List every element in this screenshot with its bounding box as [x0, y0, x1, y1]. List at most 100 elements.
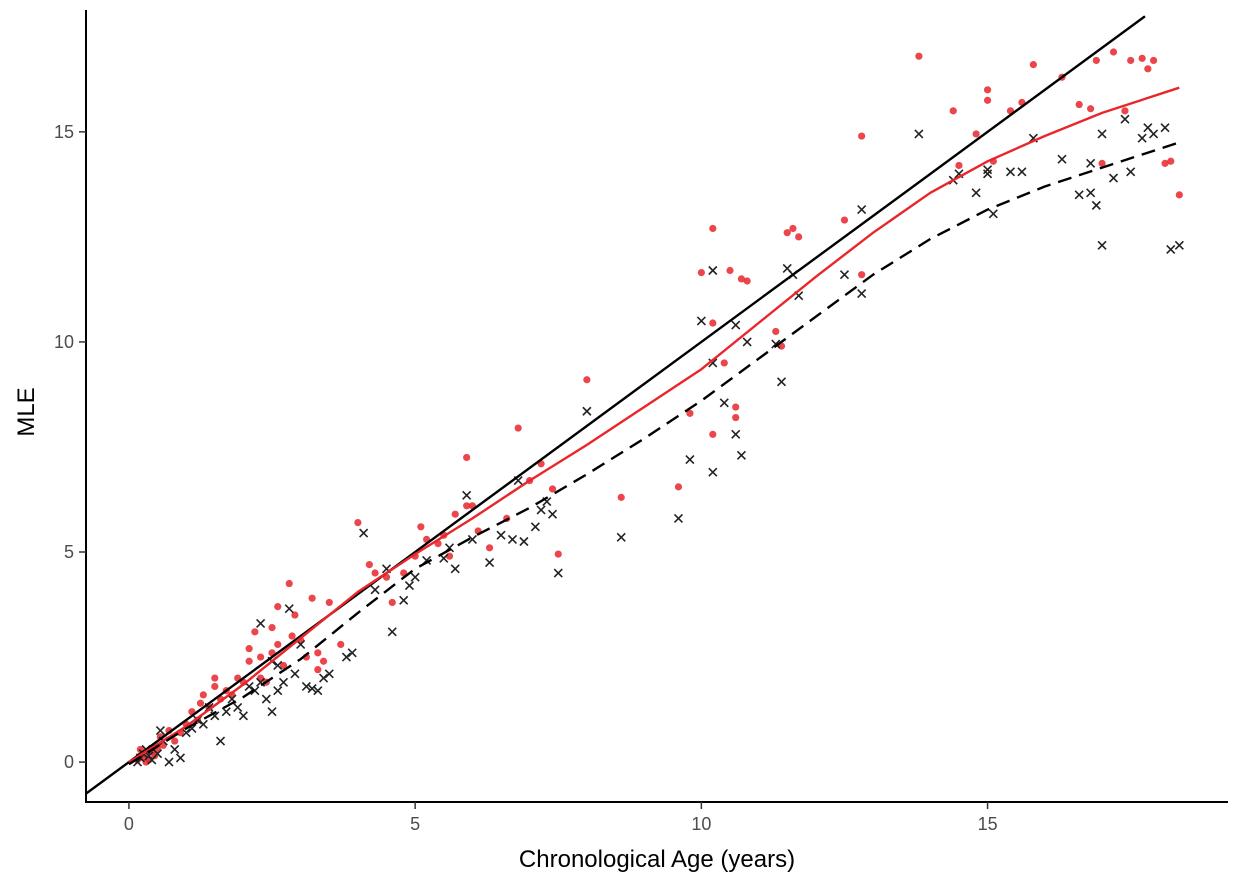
red-point — [274, 603, 282, 611]
x-point — [553, 568, 563, 578]
x-point — [1097, 240, 1107, 250]
red-point — [314, 666, 322, 674]
red-point — [463, 502, 471, 510]
x-point — [1137, 133, 1147, 143]
x-point — [1166, 244, 1176, 255]
red-point — [1092, 56, 1100, 65]
x-point — [616, 532, 626, 542]
x-point — [273, 660, 283, 671]
red-point — [743, 277, 751, 285]
x-point — [742, 337, 752, 347]
red-point — [548, 485, 557, 493]
red-point — [451, 510, 459, 518]
x-point — [719, 398, 729, 408]
red-point — [795, 233, 803, 241]
x-point — [221, 707, 231, 717]
x-point — [731, 320, 741, 330]
x-point — [547, 509, 558, 519]
red-point — [171, 737, 179, 745]
x-point — [313, 686, 323, 696]
x-point — [399, 595, 409, 605]
x-point — [181, 728, 191, 738]
red-point — [737, 275, 746, 283]
x-point — [215, 736, 226, 746]
x-point — [238, 711, 248, 721]
x-point — [708, 265, 718, 276]
red-point — [211, 682, 219, 691]
x-point — [404, 581, 414, 591]
x-point — [1091, 200, 1101, 210]
red-point — [617, 493, 625, 501]
x-point — [1120, 114, 1130, 124]
red-point — [720, 359, 728, 367]
x-point — [857, 289, 867, 299]
red-point — [314, 649, 322, 657]
x-point — [519, 536, 529, 547]
x-point — [170, 744, 180, 755]
x-tick-label: 0 — [124, 814, 134, 834]
x-point — [983, 169, 993, 179]
y-tick-label: 0 — [64, 752, 74, 772]
x-point — [1074, 190, 1084, 200]
x-point — [164, 757, 174, 767]
red-point — [274, 640, 282, 649]
red-point — [983, 96, 992, 104]
x-point — [347, 648, 357, 658]
red-point — [211, 674, 219, 682]
red-point — [554, 550, 562, 558]
red-point — [354, 518, 362, 527]
x-point — [673, 513, 684, 523]
red-point — [245, 657, 253, 665]
red-point — [732, 413, 740, 422]
x-point — [685, 455, 695, 465]
x-point — [144, 751, 154, 761]
x-point — [467, 534, 477, 544]
x-point — [736, 450, 746, 460]
y-axis-title: MLE — [13, 387, 40, 436]
x-tick-label: 5 — [410, 814, 420, 834]
red-point — [1144, 65, 1152, 73]
y-tick-label: 5 — [64, 542, 74, 562]
x-point — [290, 669, 300, 679]
x-point — [462, 490, 472, 500]
x-point — [1108, 173, 1119, 183]
x-point — [233, 702, 243, 713]
red-point — [251, 628, 259, 636]
x-point — [273, 686, 283, 696]
red-point — [256, 653, 265, 661]
x-point — [410, 572, 420, 582]
red-fit-curve — [128, 86, 1180, 764]
red-point — [1109, 48, 1118, 56]
red-point — [789, 224, 797, 233]
x-point — [359, 528, 369, 538]
x-tick-label: 15 — [978, 814, 998, 834]
x-point — [696, 316, 706, 326]
chart-marks — [86, 15, 1184, 795]
x-point — [771, 339, 781, 349]
black-fit-curve — [128, 141, 1180, 766]
x-point — [988, 209, 998, 219]
x-point — [387, 627, 397, 637]
red-point — [417, 523, 425, 531]
red-point — [840, 216, 849, 224]
x-point — [1126, 167, 1136, 177]
red-point — [709, 224, 717, 233]
red-point — [1098, 159, 1106, 167]
x-point — [450, 564, 460, 574]
x-point — [1097, 129, 1107, 139]
x-point — [731, 429, 741, 439]
red-point — [308, 594, 316, 602]
red-point — [697, 268, 705, 277]
x-point — [267, 707, 277, 717]
red-point — [514, 424, 522, 432]
red-point — [709, 319, 717, 327]
x-point — [175, 753, 186, 763]
y-tick-label: 10 — [54, 332, 74, 352]
x-point — [776, 377, 787, 387]
red-point — [1167, 157, 1175, 165]
red-point — [388, 598, 396, 607]
x-point — [284, 604, 294, 614]
x-point — [839, 270, 850, 280]
red-point — [772, 327, 780, 336]
x-point — [341, 652, 352, 662]
